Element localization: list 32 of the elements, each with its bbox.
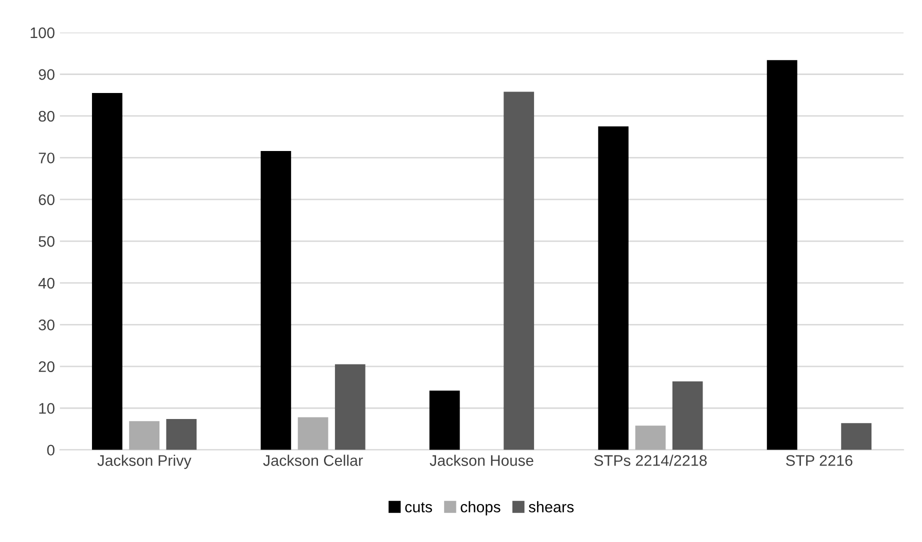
bar: [672, 381, 703, 450]
bar: [598, 126, 629, 450]
legend-label: shears: [528, 501, 574, 512]
bar: [92, 93, 122, 450]
bar: [298, 417, 328, 450]
y-tick-label: 0: [47, 444, 54, 456]
y-tick-label: 40: [38, 278, 54, 289]
y-tick-label: 60: [38, 194, 54, 206]
y-tick-label: 10: [39, 402, 54, 414]
bar: [334, 364, 366, 450]
y-tick-label: 100: [30, 27, 54, 38]
y-tick-label: 70: [38, 152, 54, 164]
x-tick-label: Jackson Cellar: [263, 454, 363, 466]
y-tick-label: 80: [38, 110, 54, 122]
y-tick-label: 50: [38, 236, 54, 247]
bar: [260, 151, 292, 450]
x-tick-label: Jackson House: [430, 454, 534, 466]
x-tick-label: STPs 2214/2218: [594, 454, 707, 466]
bar: [766, 60, 798, 450]
bar: [841, 423, 872, 450]
x-tick-label: STP 2216: [786, 455, 852, 466]
legend-label: cuts: [405, 502, 432, 512]
bar: [429, 390, 460, 450]
bar: [504, 92, 534, 450]
y-tick-label: 20: [38, 361, 54, 372]
x-tick-label: Jackson Privy: [97, 454, 192, 469]
bar: [129, 421, 160, 450]
legend-label: chops: [460, 501, 500, 516]
y-tick-label: 90: [38, 69, 54, 80]
bar: [635, 426, 666, 450]
y-tick-label: 30: [38, 320, 54, 330]
bar: [166, 418, 197, 450]
